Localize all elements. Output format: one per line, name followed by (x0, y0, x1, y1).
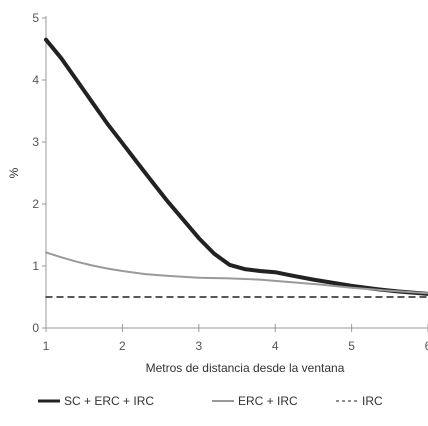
series-line-2 (45, 251, 428, 295)
chart-axes (45, 16, 428, 329)
legend-label-2: ERC + IRC (238, 394, 298, 408)
series-line-1 (44, 37, 428, 296)
y-tick-label: 1 (32, 259, 39, 273)
y-tick-label: 4 (32, 73, 39, 87)
chart-series (44, 37, 428, 298)
y-axis-label: % (7, 167, 21, 178)
x-axis-label: Metros de distancia desde la ventana (146, 361, 345, 375)
legend-label-1: SC + ERC + IRC (64, 394, 154, 408)
chart-legend: SC + ERC + IRC ERC + IRC IRC (38, 394, 383, 408)
x-tick-label: 3 (195, 339, 202, 353)
y-tick-label: 3 (32, 135, 39, 149)
legend-label-3: IRC (362, 394, 383, 408)
y-tick-label: 2 (32, 197, 39, 211)
x-tick-label: 2 (119, 339, 126, 353)
chart-ticks: 012345123456 (32, 11, 428, 353)
x-tick-label: 5 (348, 339, 355, 353)
y-tick-label: 5 (32, 11, 39, 25)
x-tick-label: 4 (272, 339, 279, 353)
y-tick-label: 0 (32, 321, 39, 335)
x-tick-label: 6 (425, 339, 428, 353)
x-tick-label: 1 (43, 339, 50, 353)
